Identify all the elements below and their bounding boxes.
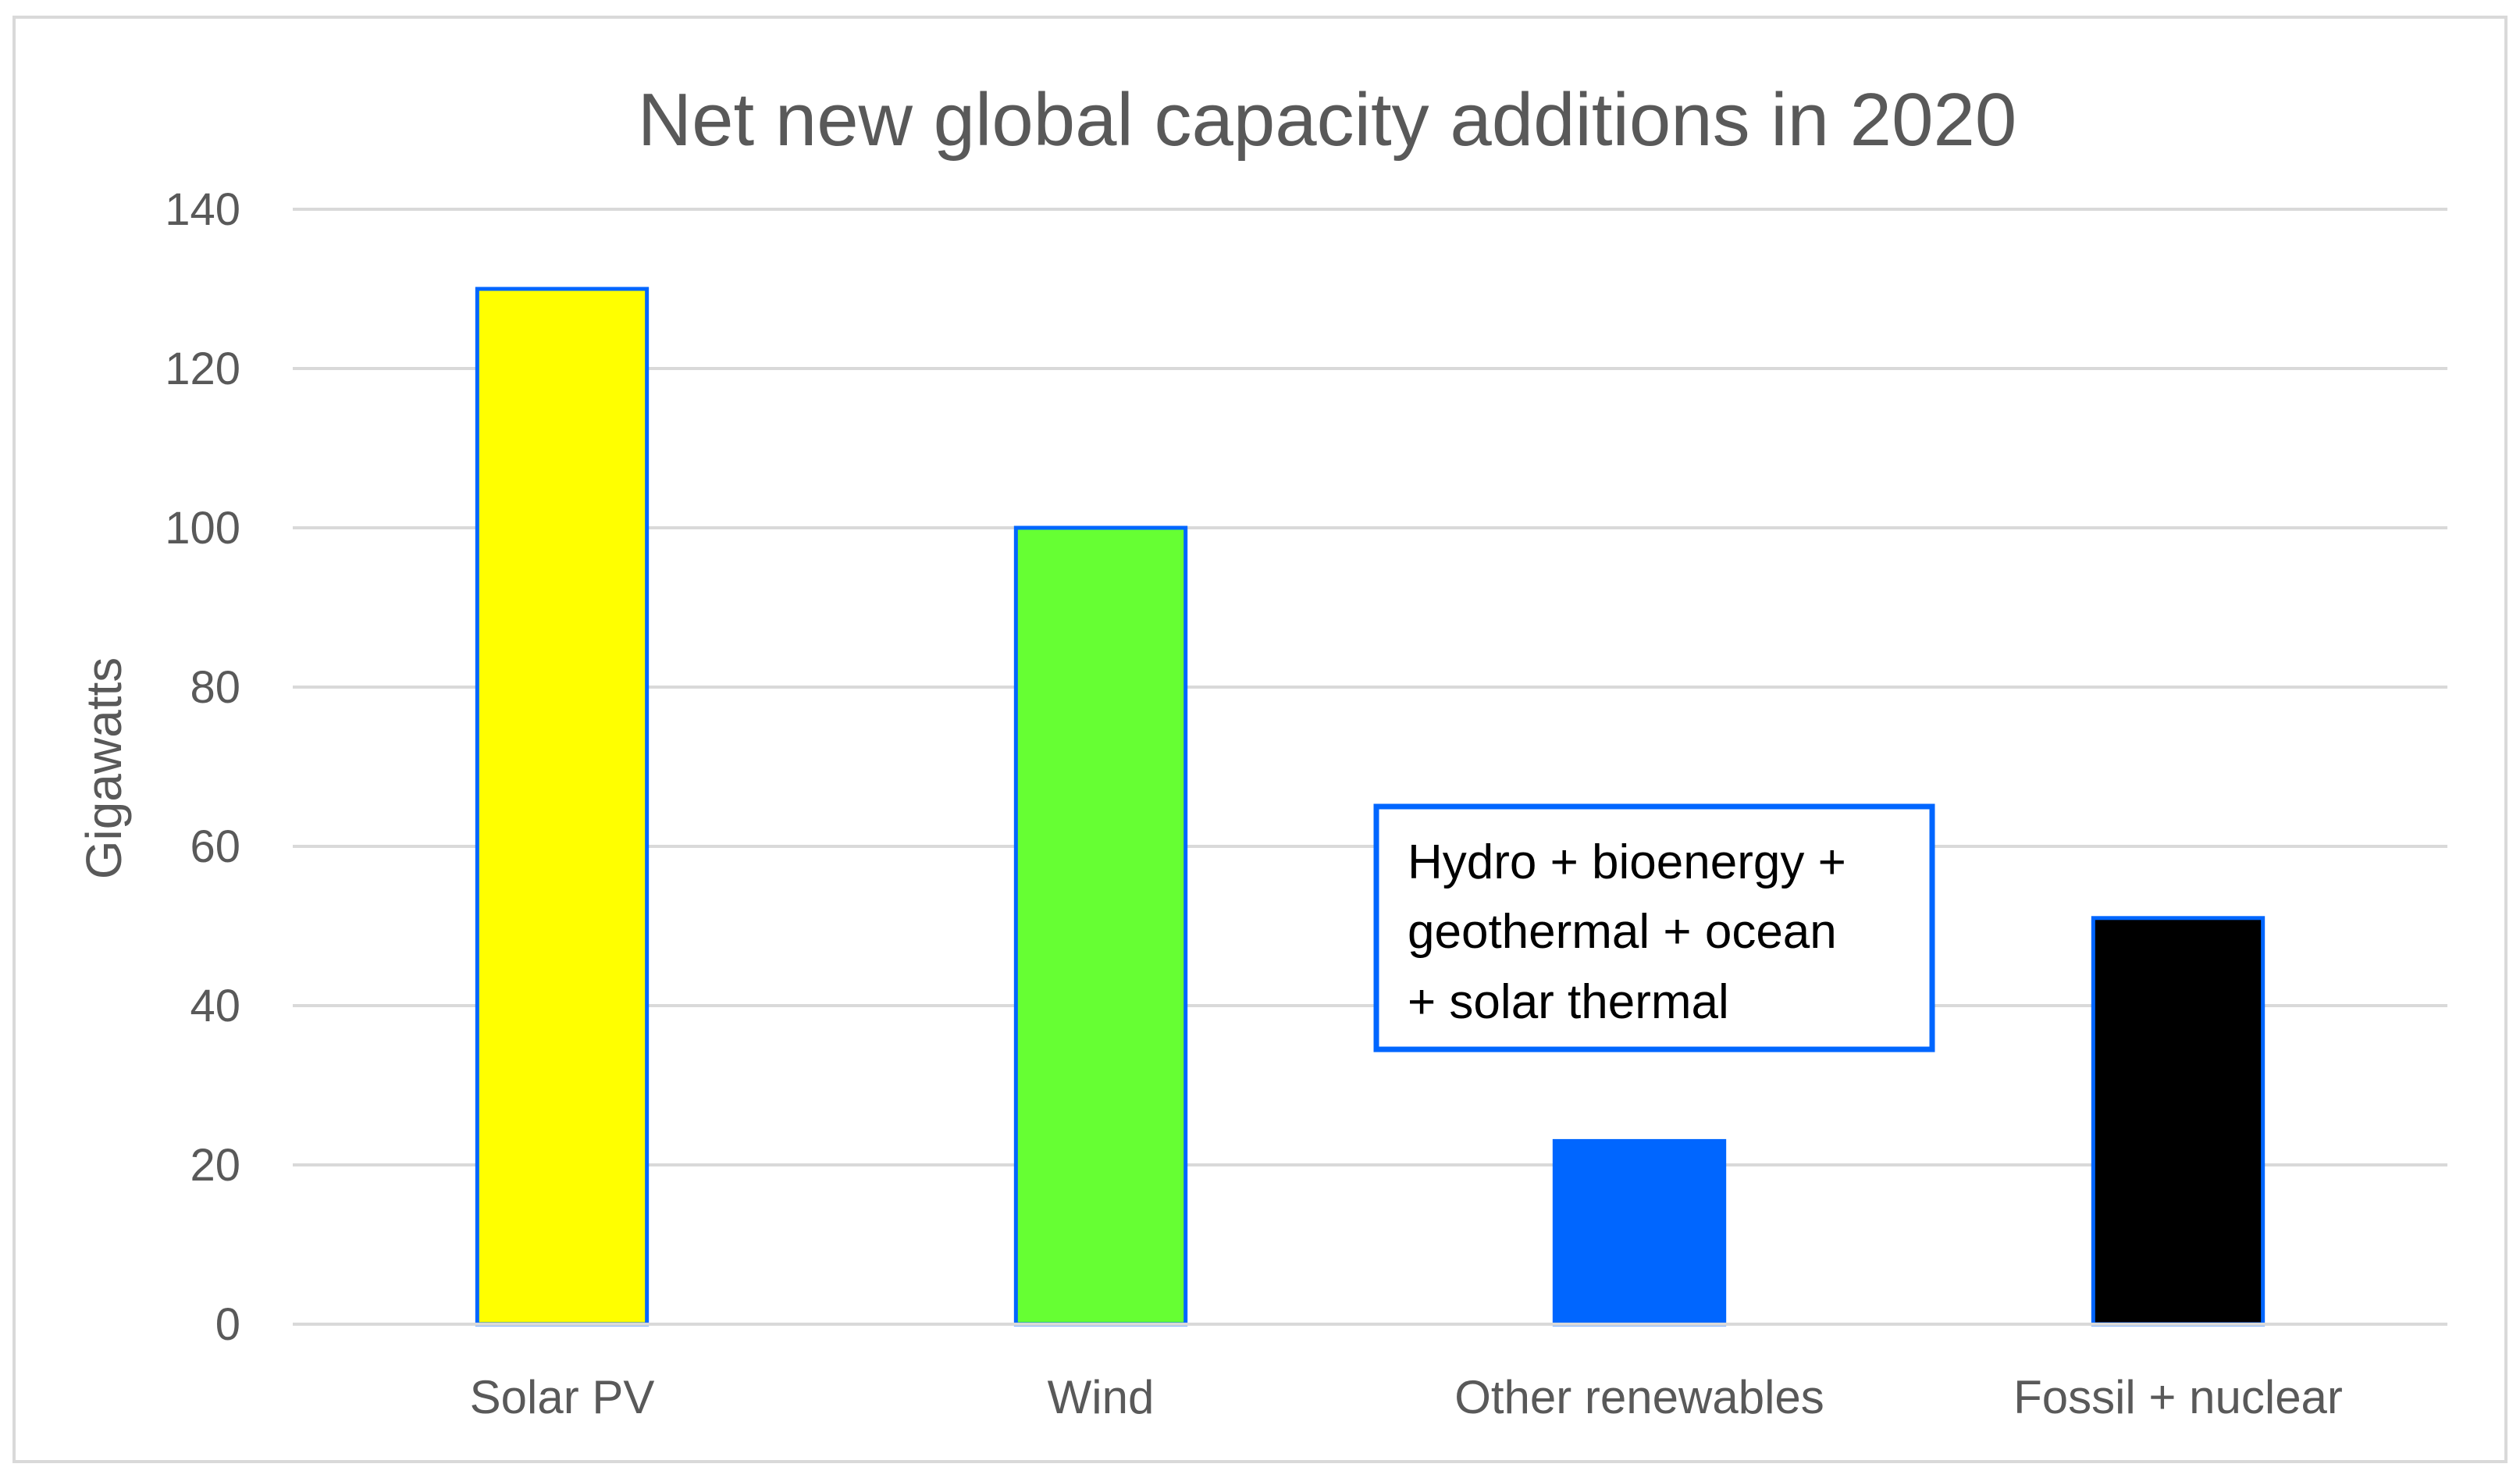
annotation-line-1: Hydro + bioenergy + — [1408, 835, 1846, 889]
annotation-line-3: + solar thermal — [1408, 975, 1729, 1029]
x-tick-label: Fossil + nuclear — [2013, 1371, 2343, 1423]
chart-title: Net new global capacity additions in 202… — [638, 78, 2016, 162]
bar — [2091, 916, 2266, 1327]
x-axis-labels: Solar PV Wind Other renewables Fossil + nuc… — [470, 1371, 2343, 1423]
y-axis-ticks: 0 20 40 60 80 100 120 140 — [165, 184, 240, 1350]
chart-frame — [12, 16, 2508, 1463]
y-tick-label: 120 — [165, 344, 240, 394]
x-tick-label: Wind — [1048, 1371, 1155, 1423]
bars — [475, 287, 2266, 1327]
y-tick-label: 80 — [190, 662, 240, 713]
x-tick-label: Other renewables — [1454, 1371, 1824, 1423]
y-tick-label: 140 — [165, 184, 240, 235]
annotation-callout: Hydro + bioenergy + geothermal + ocean +… — [1373, 803, 1935, 1052]
y-tick-label: 100 — [165, 503, 240, 554]
bar — [1013, 525, 1188, 1327]
bar — [1552, 1138, 1727, 1327]
y-axis-label: Gigawatts — [76, 657, 132, 880]
annotation-box — [1373, 803, 1935, 1052]
y-tick-label: 40 — [190, 981, 240, 1031]
annotation-line-2: geothermal + ocean — [1408, 905, 1837, 959]
gridlines — [293, 208, 2447, 1166]
y-tick-label: 60 — [190, 821, 240, 872]
x-tick-label: Solar PV — [470, 1371, 655, 1423]
y-tick-label: 0 — [215, 1299, 240, 1350]
bar — [475, 287, 650, 1327]
y-tick-label: 20 — [190, 1140, 240, 1191]
